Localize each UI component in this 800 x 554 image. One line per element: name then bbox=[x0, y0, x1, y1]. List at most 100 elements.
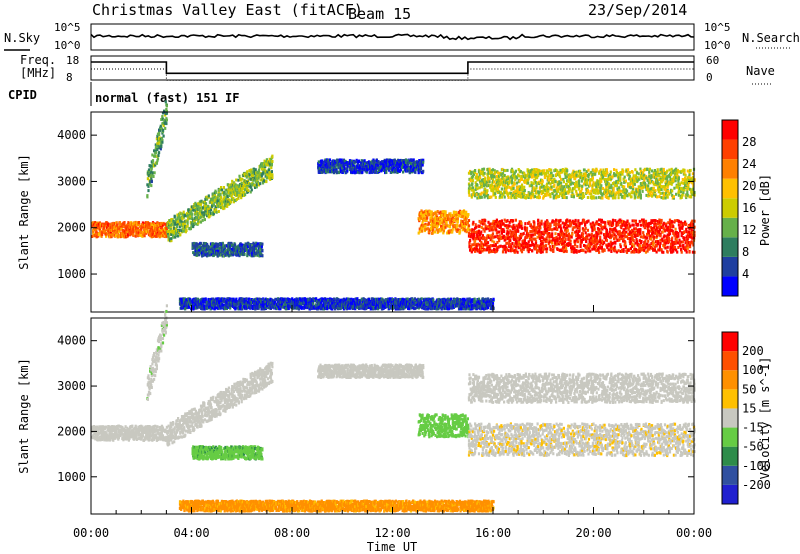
heatmap-cell bbox=[224, 192, 227, 196]
heatmap-cell bbox=[409, 162, 412, 166]
heatmap-cell bbox=[474, 169, 477, 172]
heatmap-cell bbox=[222, 207, 225, 211]
heatmap-cell bbox=[169, 228, 172, 231]
heatmap-cell bbox=[613, 245, 616, 249]
heatmap-cell bbox=[154, 163, 157, 167]
heatmap-cell bbox=[517, 229, 520, 233]
heatmap-cell bbox=[270, 157, 273, 161]
heatmap-cell bbox=[243, 252, 246, 256]
heatmap-cell bbox=[161, 128, 165, 132]
heatmap-cell bbox=[197, 214, 200, 218]
heatmap-cell bbox=[111, 232, 114, 236]
heatmap-cell bbox=[653, 235, 656, 239]
heatmap-cell bbox=[146, 177, 149, 181]
heatmap-cell bbox=[599, 235, 602, 239]
heatmap-cell bbox=[156, 157, 160, 161]
heatmap-cell bbox=[553, 245, 556, 249]
heatmap-cell bbox=[682, 244, 685, 247]
heatmap-cell bbox=[584, 250, 587, 254]
heatmap-cell bbox=[123, 221, 126, 224]
heatmap-cell bbox=[639, 223, 642, 227]
heatmap-cell bbox=[217, 188, 220, 192]
heatmap-cell bbox=[192, 225, 195, 229]
heatmap-cell bbox=[173, 214, 176, 218]
heatmap-cell bbox=[182, 210, 185, 214]
heatmap-cell bbox=[172, 224, 175, 228]
heatmap-cell bbox=[520, 226, 524, 230]
heatmap-cell bbox=[667, 237, 670, 241]
heatmap-cell bbox=[193, 241, 196, 245]
heatmap-cell bbox=[175, 233, 178, 237]
heatmap-cell bbox=[685, 222, 688, 226]
freq-tick-top: 18 bbox=[66, 54, 79, 67]
heatmap-cell bbox=[151, 153, 154, 157]
heatmap-cell bbox=[217, 191, 220, 195]
heatmap-cell bbox=[542, 244, 545, 248]
heatmap-cell bbox=[511, 242, 514, 245]
heatmap-cell bbox=[139, 231, 142, 235]
heatmap-cell bbox=[271, 155, 274, 159]
heatmap-cell bbox=[476, 187, 479, 191]
heatmap-cell bbox=[126, 225, 129, 229]
heatmap-cell bbox=[174, 221, 177, 225]
heatmap-cell bbox=[222, 186, 225, 189]
heatmap-cell bbox=[181, 216, 184, 220]
heatmap-cell bbox=[221, 188, 224, 192]
heatmap-cell bbox=[201, 218, 204, 222]
heatmap-cell bbox=[247, 189, 250, 192]
heatmap-cell bbox=[575, 249, 578, 253]
heatmap-cell bbox=[194, 208, 197, 212]
heatmap-cell bbox=[442, 229, 445, 233]
heatmap-cell bbox=[482, 167, 486, 171]
heatmap-cell bbox=[458, 229, 462, 233]
heatmap-cell bbox=[680, 247, 683, 251]
heatmap-cell bbox=[555, 222, 558, 226]
heatmap-cell bbox=[507, 249, 510, 253]
heatmap-cell bbox=[226, 195, 229, 199]
heatmap-cell bbox=[477, 192, 480, 196]
heatmap-cell bbox=[137, 221, 141, 224]
heatmap-cell bbox=[235, 198, 238, 201]
heatmap-cell bbox=[515, 176, 519, 180]
heatmap-cell bbox=[257, 170, 261, 174]
heatmap-cell bbox=[228, 198, 231, 202]
heatmap-cell bbox=[565, 249, 568, 253]
heatmap-cell bbox=[160, 145, 163, 149]
heatmap-cell bbox=[514, 218, 517, 222]
heatmap-cell bbox=[105, 232, 108, 236]
heatmap-cell bbox=[226, 190, 229, 194]
heatmap-cell bbox=[265, 180, 268, 184]
heatmap-cell bbox=[158, 151, 161, 155]
heatmap-cell bbox=[624, 245, 627, 249]
heatmap-cell bbox=[686, 246, 689, 250]
heatmap-cell bbox=[644, 219, 648, 223]
heatmap-cell bbox=[144, 228, 147, 232]
heatmap-cell bbox=[537, 218, 540, 222]
heatmap-cell bbox=[647, 239, 650, 243]
heatmap-cell bbox=[211, 204, 214, 208]
heatmap-cell bbox=[213, 193, 216, 196]
heatmap-cell bbox=[501, 250, 505, 254]
heatmap-cell bbox=[270, 166, 273, 170]
heatmap-cell bbox=[105, 234, 108, 238]
heatmap-cell bbox=[533, 223, 536, 227]
heatmap-cell bbox=[121, 228, 124, 232]
heatmap-cell bbox=[506, 168, 509, 172]
heatmap-cell bbox=[130, 232, 133, 236]
heatmap-cell bbox=[97, 222, 100, 226]
heatmap-cell bbox=[182, 212, 185, 216]
nave-label: Nave bbox=[746, 64, 775, 78]
heatmap-cell bbox=[157, 154, 160, 157]
heatmap-cell bbox=[520, 175, 523, 178]
power-heatmap bbox=[91, 100, 696, 311]
heatmap-cell bbox=[502, 177, 505, 181]
heatmap-cell bbox=[642, 231, 645, 235]
heatmap-cell bbox=[93, 234, 96, 237]
nave-tick-top: 60 bbox=[706, 54, 719, 67]
heatmap-cell bbox=[177, 234, 180, 238]
heatmap-cell bbox=[242, 184, 245, 188]
heatmap-cell bbox=[122, 222, 125, 226]
heatmap-cell bbox=[223, 206, 226, 210]
heatmap-cell bbox=[140, 227, 143, 231]
